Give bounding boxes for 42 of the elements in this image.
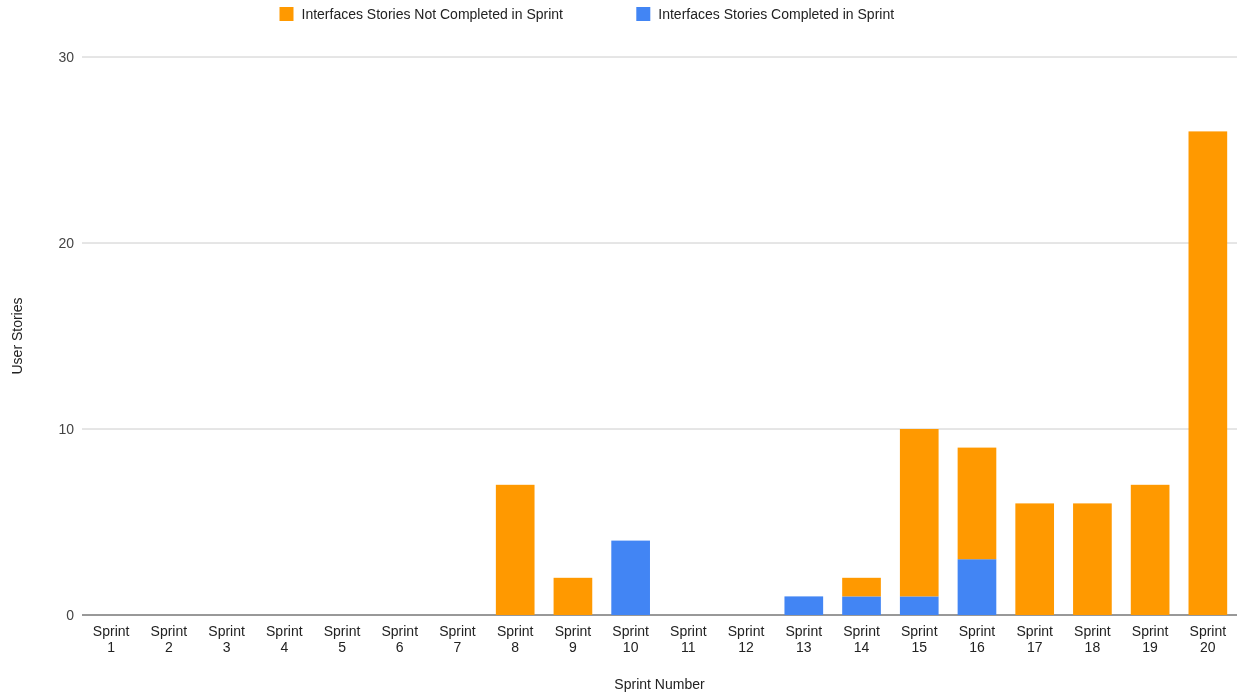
y-tick-label: 0 xyxy=(66,606,75,623)
bar xyxy=(899,596,939,615)
x-tick-label: Sprint 16 xyxy=(958,623,996,655)
x-tick-label: Sprint 11 xyxy=(670,623,707,655)
legend-label: Interfaces Stories Not Completed in Sprint xyxy=(301,5,564,22)
x-tick-label: Sprint 5 xyxy=(323,623,361,655)
bar xyxy=(1130,484,1170,615)
bar xyxy=(495,484,535,615)
x-tick-label: Sprint 18 xyxy=(1074,623,1111,655)
x-tick-label: Sprint 4 xyxy=(266,623,303,655)
x-tick-label: Sprint 13 xyxy=(785,623,823,655)
bar xyxy=(842,596,881,615)
bar xyxy=(553,577,593,615)
x-axis-title: Sprint Number xyxy=(614,676,705,692)
bar xyxy=(611,540,650,615)
y-tick-label: 30 xyxy=(58,48,75,65)
bar xyxy=(957,559,997,615)
x-tick-label: Sprint 1 xyxy=(92,623,130,655)
x-tick-label: Sprint 3 xyxy=(208,623,245,655)
bar xyxy=(957,447,997,560)
x-tick-label: Sprint 9 xyxy=(554,623,592,655)
x-tick-label: Sprint 8 xyxy=(496,623,534,655)
x-tick-label: Sprint 19 xyxy=(1131,623,1169,655)
x-tick-label: Sprint 12 xyxy=(727,623,765,655)
bar xyxy=(842,577,881,597)
bar xyxy=(784,596,824,615)
y-axis-title: User Stories xyxy=(9,297,25,375)
x-tick-label: Sprint 2 xyxy=(150,623,188,655)
x-tick-label: Sprint 7 xyxy=(439,623,476,655)
y-tick-label: 20 xyxy=(58,234,75,251)
bar xyxy=(1015,503,1055,615)
x-tick-label: Sprint 15 xyxy=(900,623,938,655)
bar xyxy=(1073,503,1112,615)
x-tick-label: Sprint 14 xyxy=(843,623,880,655)
y-tick-label: 10 xyxy=(58,420,75,437)
x-tick-label: Sprint 10 xyxy=(612,623,650,655)
x-tick-label: Sprint 6 xyxy=(381,623,419,655)
x-tick-label: Sprint 17 xyxy=(1016,623,1054,655)
bar xyxy=(1188,131,1228,615)
bar xyxy=(899,429,939,597)
legend-label: Interfaces Stories Completed in Sprint xyxy=(658,5,895,22)
x-tick-label: Sprint 20 xyxy=(1189,623,1227,655)
